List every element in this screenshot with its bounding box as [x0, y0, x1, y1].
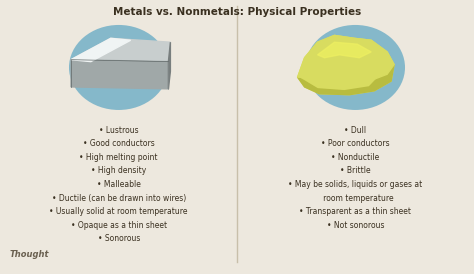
Text: Metals vs. Nonmetals: Physical Properties: Metals vs. Nonmetals: Physical Propertie…	[113, 7, 361, 17]
Polygon shape	[71, 60, 168, 89]
Polygon shape	[71, 38, 131, 62]
Polygon shape	[298, 35, 394, 95]
Text: • Dull
• Poor conductors
• Nonductile
• Brittle
• May be solids, liquids or gase: • Dull • Poor conductors • Nonductile • …	[288, 126, 422, 230]
Text: Thought: Thought	[9, 250, 49, 259]
Ellipse shape	[306, 25, 405, 110]
Polygon shape	[71, 38, 170, 62]
Text: • Lustrous
• Good conductors
• High melting point
• High density
• Malleable
• D: • Lustrous • Good conductors • High melt…	[49, 126, 188, 243]
Polygon shape	[318, 42, 371, 58]
Ellipse shape	[69, 25, 168, 110]
Polygon shape	[298, 65, 394, 95]
Polygon shape	[168, 42, 170, 89]
Polygon shape	[298, 35, 394, 84]
